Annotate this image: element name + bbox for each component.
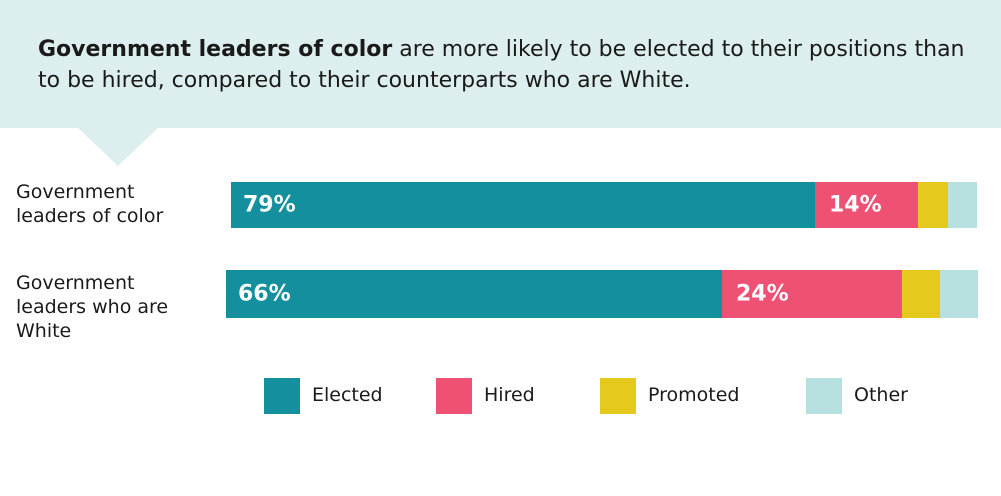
chart-headline: Government leaders of color are more lik… bbox=[38, 34, 988, 96]
bar-segment-elected: 66% bbox=[226, 270, 722, 318]
legend-label-promoted: Promoted bbox=[648, 384, 740, 406]
legend-label-hired: Hired bbox=[484, 384, 535, 406]
bar-segment-hired: 14% bbox=[815, 182, 918, 228]
legend-label-other: Other bbox=[854, 384, 908, 406]
category-label-line: Government bbox=[16, 181, 135, 203]
stacked-bar-leaders-white: 66% 24% bbox=[226, 270, 978, 318]
category-label-white: Government leaders who are White bbox=[16, 271, 168, 343]
headline-banner bbox=[0, 0, 1001, 128]
data-label-elected: 66% bbox=[238, 281, 291, 307]
legend-swatch-elected bbox=[264, 378, 300, 414]
bar-segment-other bbox=[948, 182, 977, 228]
data-label-elected: 79% bbox=[243, 192, 296, 218]
bar-segment-elected: 79% bbox=[231, 182, 815, 228]
stacked-bar-leaders-of-color: 79% 14% bbox=[231, 182, 977, 228]
data-label-hired: 14% bbox=[829, 192, 882, 218]
banner-pointer bbox=[78, 128, 158, 166]
category-label-line: leaders of color bbox=[16, 205, 164, 227]
legend-label-elected: Elected bbox=[312, 384, 383, 406]
headline-bold: Government leaders of color bbox=[38, 37, 393, 62]
legend-swatch-other bbox=[806, 378, 842, 414]
data-label-hired: 24% bbox=[736, 281, 789, 307]
legend-swatch-hired bbox=[436, 378, 472, 414]
bar-segment-promoted bbox=[902, 270, 940, 318]
headline-rest: are more likely to be elected to their p… bbox=[38, 37, 965, 93]
bar-segment-hired: 24% bbox=[722, 270, 902, 318]
category-label-line: leaders who are bbox=[16, 296, 169, 318]
legend: Elected Hired Promoted Other bbox=[0, 378, 1001, 418]
bar-segment-promoted bbox=[918, 182, 948, 228]
category-label-line: White bbox=[16, 320, 72, 342]
category-label-line: Government bbox=[16, 272, 135, 294]
bar-segment-other bbox=[940, 270, 978, 318]
category-label-color: Government leaders of color bbox=[16, 180, 163, 228]
legend-swatch-promoted bbox=[600, 378, 636, 414]
